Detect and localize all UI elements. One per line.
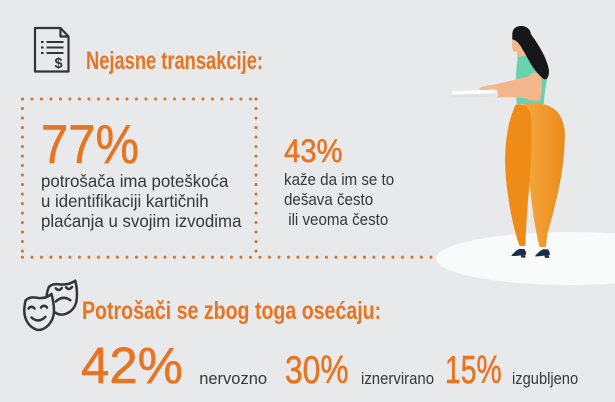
svg-text:$: $: [54, 56, 62, 72]
